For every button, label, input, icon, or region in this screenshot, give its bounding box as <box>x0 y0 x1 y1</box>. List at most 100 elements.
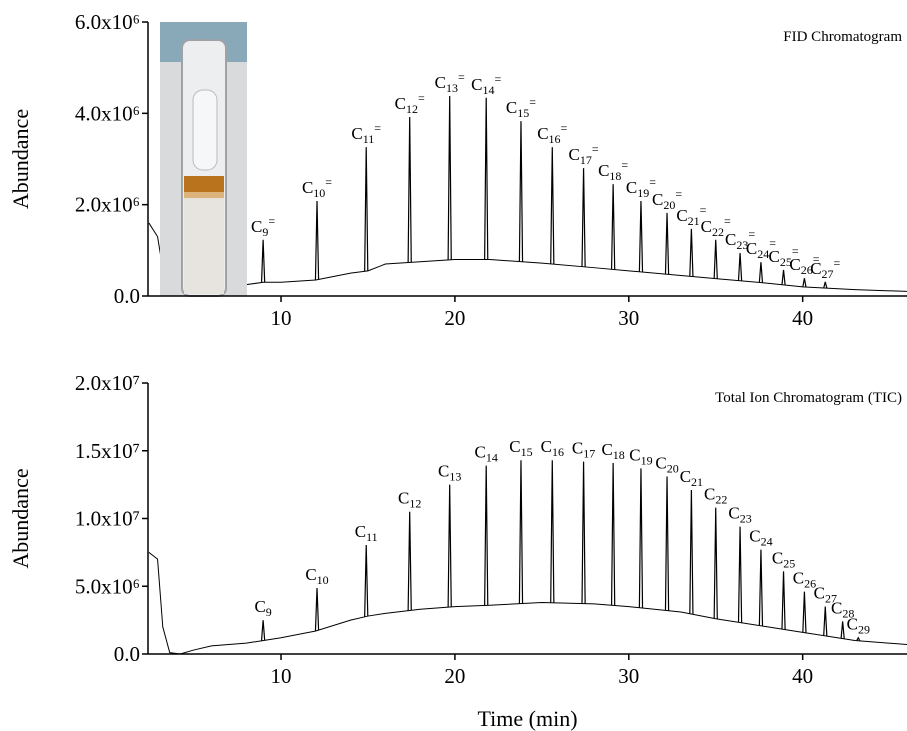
peak-label-sub: 9 <box>262 225 268 239</box>
x-tick-label: 40 <box>792 306 813 330</box>
peak <box>802 591 807 633</box>
y-tick-label: 2.0x10⁶ <box>75 193 140 217</box>
peak-label-sup: = <box>792 244 799 258</box>
peak-label-sub: 13 <box>446 81 458 95</box>
peak-label-base: C <box>398 489 409 508</box>
peak-label: C9= <box>251 214 275 239</box>
x-tick-label: 10 <box>271 306 292 330</box>
x-tick-label: 20 <box>444 306 465 330</box>
peak-label-base: C <box>749 527 760 546</box>
x-axis-title: Time (min) <box>477 706 577 731</box>
peak-label: C22= <box>701 214 731 239</box>
peak-label-base: C <box>355 522 366 541</box>
peak-label-base: C <box>509 437 520 456</box>
peak-label-base: C <box>704 485 715 504</box>
y-tick-label: 2.0x10⁷ <box>75 371 140 395</box>
peak <box>758 262 764 283</box>
peak-label-base: C <box>847 615 858 634</box>
peak-label: C24 <box>749 527 772 549</box>
peak-label: C19 <box>629 445 652 467</box>
peak-label: C18 <box>601 440 624 462</box>
peak-label-base: C <box>725 230 736 249</box>
peak-label-sub: 12 <box>406 102 418 116</box>
peak <box>484 465 489 606</box>
peak-label: C10= <box>302 175 332 200</box>
peak <box>260 620 266 641</box>
peak-label-sup: = <box>834 256 841 270</box>
peak-label-sup: = <box>494 72 501 86</box>
peak-label-sub: 19 <box>641 453 653 467</box>
peak-label: C25 <box>772 548 795 570</box>
peak-label-sub: 11 <box>363 132 375 146</box>
peak-label-sub: 28 <box>842 606 854 620</box>
peak <box>518 121 524 262</box>
peak <box>550 460 555 603</box>
peak-label-sub: 27 <box>822 267 834 281</box>
chart-annotation: Total Ion Chromatogram (TIC) <box>715 390 902 406</box>
peak <box>610 462 616 606</box>
peak-label-base: C <box>793 569 804 588</box>
peak <box>781 571 786 630</box>
peak-label-sub: 17 <box>583 447 595 461</box>
y-tick-label: 0.0 <box>114 642 140 666</box>
peak-label-sub: 24 <box>761 535 773 549</box>
peak <box>713 507 718 620</box>
peak-label-sup: = <box>748 227 755 241</box>
peak-label-sub: 26 <box>801 263 813 277</box>
peak-label-sub: 22 <box>715 493 727 507</box>
peak-label-sub: 18 <box>609 169 621 183</box>
peak-label-sub: 25 <box>783 556 795 570</box>
peak-label-base: C <box>789 255 800 274</box>
peak <box>737 253 743 281</box>
peak-label-sup: = <box>813 252 820 266</box>
peak <box>737 526 743 623</box>
peak-label: C21 <box>680 467 703 489</box>
peak-label: C27= <box>810 256 840 281</box>
peak-label: C29 <box>847 615 870 637</box>
liquid-layer <box>184 192 224 198</box>
peak-label-base: C <box>746 239 757 258</box>
x-tick-label: 20 <box>444 664 465 688</box>
peak-label-sup: = <box>649 175 656 189</box>
peak-label-base: C <box>626 178 637 197</box>
peak-label-base: C <box>541 437 552 456</box>
peak-label-sub: 29 <box>858 623 870 637</box>
peak-label: C28 <box>831 598 854 620</box>
peak-label-sub: 18 <box>613 448 625 462</box>
x-tick-label: 30 <box>618 306 639 330</box>
peak-label-sub: 9 <box>266 605 272 619</box>
peak-label-base: C <box>629 445 640 464</box>
peak-label-sup: = <box>724 214 731 228</box>
peak-label-sup: = <box>675 187 682 201</box>
peak-label-sub: 16 <box>552 445 564 459</box>
peak-label-base: C <box>728 504 739 523</box>
peak-label-base: C <box>814 584 825 603</box>
y-tick-label: 4.0x10⁶ <box>75 101 140 125</box>
peak-label-sub: 14 <box>486 451 498 465</box>
peak <box>581 461 586 604</box>
peak-label-sub: 22 <box>712 225 724 239</box>
peak <box>689 490 694 615</box>
peak-label-sub: 23 <box>736 238 748 252</box>
peak-label: C21= <box>676 203 706 228</box>
peak-label-sub: 27 <box>825 592 837 606</box>
vial-reflection <box>192 89 218 171</box>
peak-label-base: C <box>302 178 313 197</box>
peak-label: C15= <box>506 95 536 120</box>
peak-label-sub: 14 <box>482 83 494 97</box>
peak <box>314 587 320 632</box>
peak-label-sup: = <box>458 70 465 84</box>
peak-label-base: C <box>655 453 666 472</box>
peak-label-sub: 26 <box>804 577 816 591</box>
peak-label: C25= <box>768 244 798 269</box>
peak-label-sub: 21 <box>691 475 703 489</box>
peak-label: C14= <box>471 72 501 97</box>
peak-label-base: C <box>305 565 316 584</box>
peak <box>689 228 694 277</box>
peak-label-sub: 11 <box>366 530 378 544</box>
peak-label-sup: = <box>374 121 381 135</box>
peak <box>638 468 644 609</box>
peak-label-base: C <box>831 598 842 617</box>
peak <box>407 511 412 611</box>
